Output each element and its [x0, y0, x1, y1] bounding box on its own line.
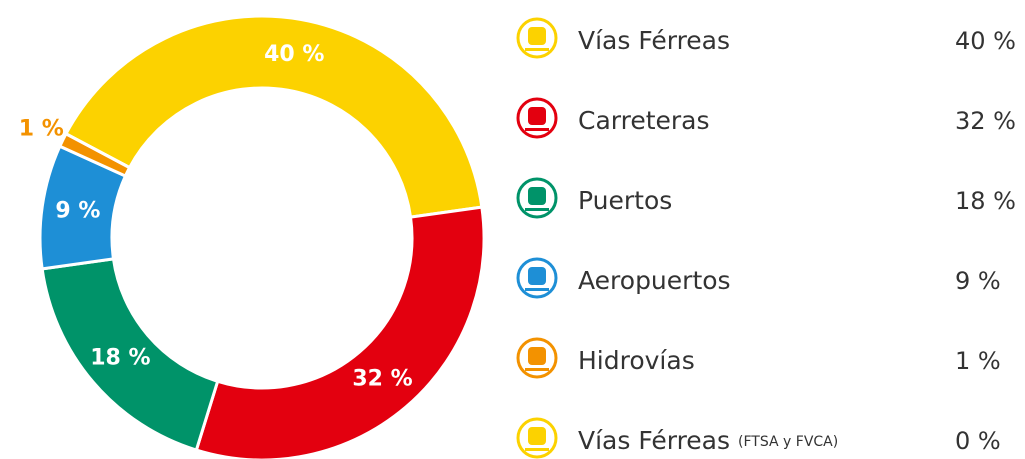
legend-label: Carreteras [578, 106, 710, 135]
legend-name: Puertos [578, 186, 672, 215]
segment-label: 32 % [352, 367, 412, 392]
legend-icon-glyph [525, 48, 549, 51]
legend-value: 40 % [955, 27, 1016, 55]
donut-segment [65, 132, 131, 169]
legend-icon-glyph [528, 187, 546, 205]
legend-label: Aeropuertos [578, 266, 731, 295]
legend-name: Carreteras [578, 106, 710, 135]
legend-item: Carreteras 32 % [516, 97, 1016, 139]
segment-label: 40 % [264, 42, 324, 67]
legend-item: Puertos 18 % [516, 177, 1016, 219]
legend-icon-glyph [528, 27, 546, 45]
legend-icon-glyph [525, 368, 549, 371]
legend-icon-glyph [525, 448, 549, 451]
legend-value: 32 % [955, 107, 1016, 135]
legend-icon-glyph [525, 208, 549, 211]
legend-icon-glyph [528, 427, 546, 445]
legend-note: (FTSA y FVCA) [738, 434, 838, 450]
legend-value: 18 % [955, 187, 1016, 215]
donut-segment [63, 14, 484, 219]
donut-segment [194, 205, 486, 459]
legend-item: Vías Férreas (FTSA y FVCA) 0 % [516, 417, 1001, 459]
segment-label: 9 % [55, 198, 100, 223]
legend-item: Hidrovías 1 % [516, 337, 1001, 379]
legend-label: Vías Férreas (FTSA y FVCA) [578, 426, 838, 455]
legend-label: Puertos [578, 186, 672, 215]
segment-label: 18 % [90, 346, 150, 371]
legend-name: Aeropuertos [578, 266, 731, 295]
legend-icon-glyph [528, 107, 546, 125]
legend-name: Vías Férreas [578, 26, 730, 55]
legend-name: Vías Férreas [578, 426, 730, 455]
legend-icon-glyph [528, 267, 546, 285]
legend-name: Hidrovías [578, 346, 695, 375]
legend-value: 9 % [955, 267, 1001, 295]
legend-value: 0 % [955, 427, 1001, 455]
legend-value: 1 % [955, 347, 1001, 375]
legend-label: Vías Férreas [578, 26, 730, 55]
legend-icon-glyph [525, 288, 549, 291]
legend-icon-glyph [525, 128, 549, 131]
legend-label: Hidrovías [578, 346, 695, 375]
segment-label: 1 % [19, 116, 64, 141]
legend-item: Vías Férreas 40 % [516, 17, 1016, 59]
legend-icon-glyph [528, 347, 546, 365]
legend-item: Aeropuertos 9 % [516, 257, 1001, 299]
